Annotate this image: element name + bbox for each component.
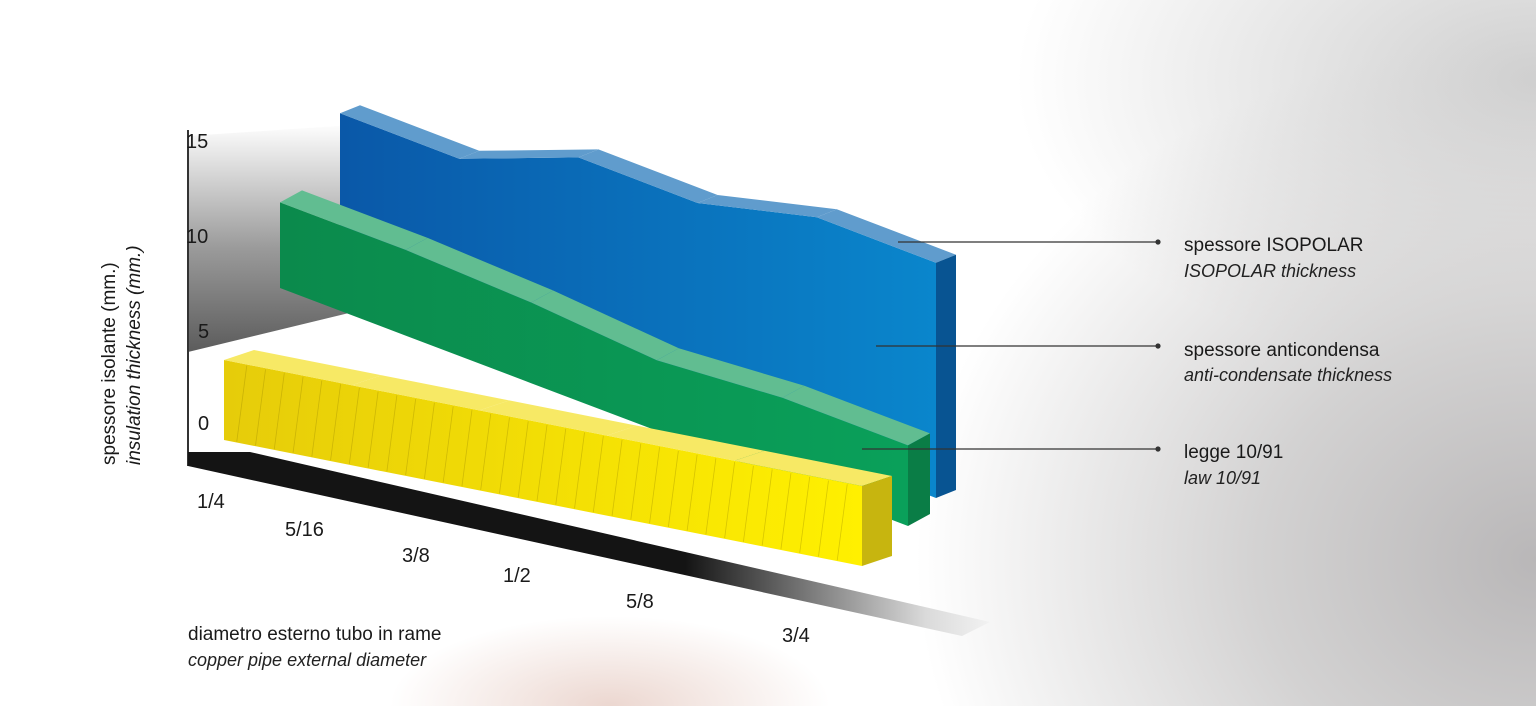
series-stripe xyxy=(780,473,792,550)
x-tick-label: 5/16 xyxy=(285,519,324,541)
legend-label-english: anti-condensate thickness xyxy=(1184,365,1392,385)
legend-bullet xyxy=(1155,446,1161,452)
x-tick-label: 1/4 xyxy=(197,491,225,513)
legend-item-legge: legge 10/91 law 10/91 xyxy=(862,442,1283,488)
series-stripe xyxy=(649,447,660,524)
series-front-face xyxy=(224,360,862,566)
series-top-face xyxy=(697,194,837,218)
series-stripe xyxy=(442,406,454,483)
x-tick-label: 3/8 xyxy=(402,545,430,567)
series-top-face xyxy=(656,348,805,398)
series-stripe xyxy=(311,380,323,457)
series-stripe xyxy=(705,458,717,535)
series-stripe xyxy=(348,387,360,464)
series-stripe xyxy=(255,369,266,446)
series-stripe xyxy=(761,469,773,546)
series-stripe xyxy=(799,476,811,553)
legend-label-english: ISOPOLAR thickness xyxy=(1184,261,1356,281)
series-front-face xyxy=(280,202,908,526)
series-stripe xyxy=(630,443,642,520)
series-stripe xyxy=(836,484,848,561)
series-stripe xyxy=(273,373,285,450)
series-end-face xyxy=(936,254,956,498)
series-stripe xyxy=(743,465,754,542)
series-stripe xyxy=(405,399,417,476)
series-stripe xyxy=(517,421,529,498)
series-end-face xyxy=(862,476,892,566)
x-tick-label: 5/8 xyxy=(626,591,654,613)
y-tick-label: 0 xyxy=(198,413,209,435)
series-stripe xyxy=(667,450,679,527)
legend-bullet xyxy=(1155,343,1161,349)
x-tick-label: 1/2 xyxy=(503,565,531,587)
series-top-face xyxy=(606,425,765,461)
series-top-face xyxy=(224,350,382,386)
series-top-face xyxy=(479,400,637,436)
legend: spessore ISOPOLAR ISOPOLAR thickness spe… xyxy=(862,235,1392,488)
legend-label: spessore anticondensa xyxy=(1184,340,1380,361)
legend-item-anticondensa: spessore anticondensa anti-condensate th… xyxy=(876,340,1392,385)
series-stripe xyxy=(424,402,435,479)
x-tick-labels: 1/4 5/16 3/8 1/2 5/8 3/4 xyxy=(197,491,810,647)
series-end-face xyxy=(908,433,930,526)
x-axis-title: diametro esterno tubo in rame xyxy=(188,624,441,645)
series-top-face xyxy=(351,375,510,411)
series-stripe xyxy=(499,417,510,494)
series-stripe xyxy=(555,428,567,505)
legend-label: spessore ISOPOLAR xyxy=(1184,235,1364,256)
y-axis-title-english: insulation thickness (mm.) xyxy=(124,245,145,465)
series-stripe xyxy=(330,384,341,461)
series-stripe xyxy=(367,391,379,468)
series-legge xyxy=(224,350,892,566)
y-tick-labels: 15 10 5 0 xyxy=(186,131,209,435)
legend-label-english: law 10/91 xyxy=(1184,468,1261,488)
series-stripe xyxy=(292,376,304,453)
series-stripe xyxy=(724,462,736,539)
series-stripe xyxy=(574,432,585,509)
x-axis-title-english: copper pipe external diameter xyxy=(188,650,427,670)
x-tick-label: 3/4 xyxy=(782,625,810,647)
series-stripe xyxy=(611,439,623,516)
series-stripe xyxy=(386,395,398,472)
y-tick-label: 15 xyxy=(186,131,208,153)
series-top-face xyxy=(405,237,554,303)
legend-bullet xyxy=(1155,239,1161,245)
legend-item-isopolar: spessore ISOPOLAR ISOPOLAR thickness xyxy=(898,235,1364,281)
series-top-face xyxy=(578,149,718,203)
series-top-face xyxy=(459,149,599,159)
series-top-face xyxy=(782,385,930,446)
y-tick-label: 10 xyxy=(186,226,208,248)
series-top-face xyxy=(734,450,892,486)
series-stripe xyxy=(461,410,473,487)
y-tick-label: 5 xyxy=(198,321,209,343)
series-top-face xyxy=(280,190,428,250)
series-stripe xyxy=(818,480,829,557)
series-stripe xyxy=(592,436,604,513)
series-top-face xyxy=(531,290,679,361)
series-stripe xyxy=(536,424,548,502)
series-top-face xyxy=(816,209,956,263)
series-stripe xyxy=(480,413,492,490)
series-stripe xyxy=(686,454,698,531)
y-axis-title: spessore isolante (mm.) xyxy=(99,262,120,465)
legend-label: legge 10/91 xyxy=(1184,442,1283,463)
chart-floor xyxy=(188,452,990,636)
series-anticondensa xyxy=(280,190,930,526)
series-layer xyxy=(224,105,956,566)
series-top-face xyxy=(340,105,480,159)
series-stripe xyxy=(236,365,248,442)
